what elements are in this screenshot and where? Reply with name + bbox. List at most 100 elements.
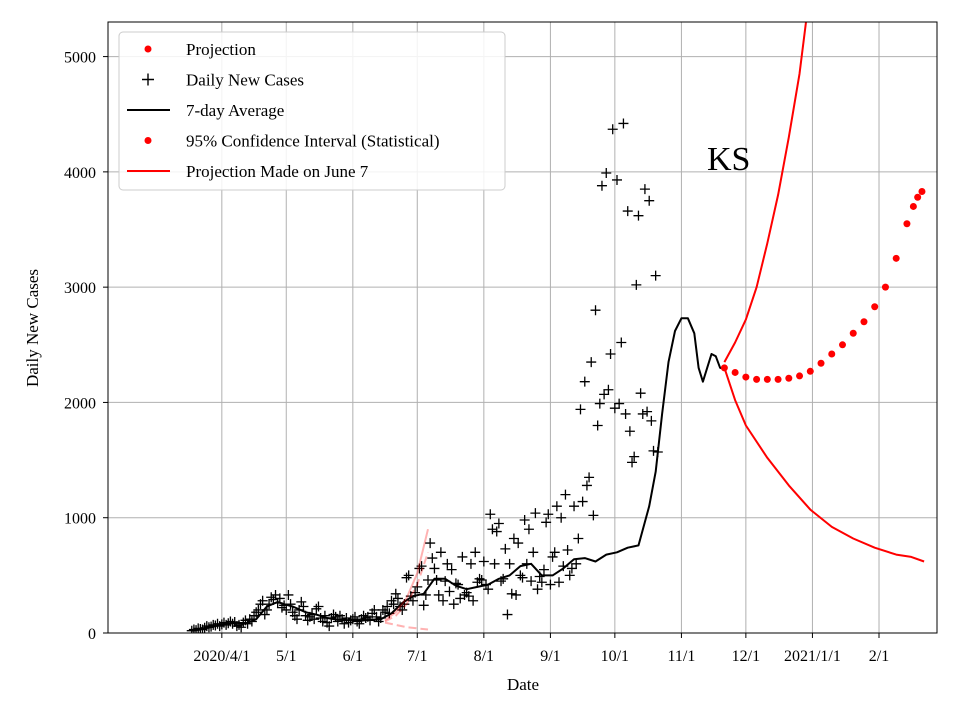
projection-point: [828, 350, 836, 358]
daily-new-cases-point: [414, 563, 425, 574]
daily-new-cases-point: [614, 398, 625, 409]
daily-new-cases-point: [579, 376, 590, 387]
daily-new-cases-point: [324, 621, 335, 632]
daily-new-cases-point: [549, 547, 560, 558]
daily-new-cases-point: [569, 501, 580, 512]
daily-new-cases-point: [234, 619, 245, 630]
y-axis-label: Daily New Cases: [23, 269, 42, 387]
daily-new-cases-point: [298, 601, 309, 612]
daily-new-cases-point: [631, 279, 642, 290]
y-tick-label: 2000: [64, 395, 96, 412]
x-tick-label: 9/1: [540, 648, 560, 665]
daily-new-cases-point: [616, 337, 627, 348]
projection-point: [742, 373, 750, 381]
daily-new-cases-point: [463, 591, 474, 602]
daily-new-cases-point: [554, 577, 565, 588]
daily-new-cases-point: [425, 538, 436, 549]
daily-new-cases-point: [504, 558, 515, 569]
daily-new-cases-point: [523, 524, 534, 535]
x-tick-label: 10/1: [601, 648, 629, 665]
daily-new-cases-point: [296, 596, 307, 607]
daily-new-cases-point: [622, 206, 633, 217]
daily-new-cases-point: [545, 579, 556, 590]
daily-new-cases-point: [489, 558, 500, 569]
projection-point: [881, 283, 889, 291]
daily-new-cases-point: [547, 551, 558, 562]
daily-new-cases-point: [560, 489, 571, 500]
daily-new-cases-point: [599, 389, 610, 400]
daily-new-cases-point: [369, 604, 380, 615]
daily-new-cases-point: [491, 526, 502, 537]
daily-new-cases-point: [253, 604, 264, 615]
daily-new-cases-point: [407, 595, 418, 606]
daily-new-cases-point: [309, 614, 320, 625]
daily-new-cases-point: [515, 570, 526, 581]
june-7-ci-upper-line: [384, 551, 429, 623]
daily-new-cases-point: [543, 509, 554, 520]
95-ci-lower-line: [723, 367, 925, 563]
projection-point: [860, 318, 868, 326]
95-ci-upper-line: [723, 22, 807, 363]
daily-new-cases-point: [607, 124, 618, 135]
plot-frame: [107, 21, 938, 634]
daily-new-cases-point: [403, 570, 414, 581]
daily-new-cases-point: [573, 533, 584, 544]
daily-new-cases-point: [536, 577, 547, 588]
projection-point: [914, 193, 922, 201]
x-axis-label: Date: [507, 675, 539, 694]
daily-new-cases-point: [448, 599, 459, 610]
legend-dot-marker: [144, 45, 152, 53]
daily-new-cases-point: [644, 195, 655, 206]
y-tick-label: 1000: [64, 511, 96, 528]
projection-point: [753, 375, 761, 383]
daily-new-cases-point: [465, 558, 476, 569]
daily-new-cases-point: [601, 168, 612, 179]
daily-new-cases-point: [438, 595, 449, 606]
projection-point: [871, 303, 879, 311]
daily-new-cases-point: [566, 563, 577, 574]
legend-label: Projection Made on June 7: [186, 162, 369, 181]
daily-new-cases-point: [435, 547, 446, 558]
legend: Projection Daily New Cases 7-day Average 95…: [118, 31, 506, 191]
daily-new-cases-point: [650, 270, 661, 281]
daily-new-cases-point: [590, 305, 601, 316]
daily-new-cases-point: [347, 614, 358, 625]
daily-new-cases-point: [633, 210, 644, 221]
daily-new-cases-point: [459, 589, 470, 600]
daily-new-cases-point: [283, 589, 294, 600]
daily-new-cases-point: [401, 572, 412, 583]
daily-new-cases-point: [629, 451, 640, 462]
daily-new-cases-point: [332, 616, 343, 627]
y-tick-label: 5000: [64, 50, 96, 67]
daily-new-cases-point: [328, 609, 339, 620]
projection-point: [839, 341, 847, 349]
legend-item: 95% Confidence Interval (Statistical): [144, 132, 440, 151]
legend-label: 7-day Average: [186, 101, 284, 120]
projection-point: [903, 220, 911, 228]
legend-label: Projection: [186, 40, 256, 59]
daily-new-cases-point: [502, 609, 513, 620]
legend-plus-marker: [142, 73, 154, 86]
projection-point: [763, 375, 771, 383]
daily-new-cases-point: [538, 564, 549, 575]
daily-new-cases-point: [468, 595, 479, 606]
daily-new-cases-point: [382, 601, 393, 612]
daily-new-cases-point: [311, 603, 322, 614]
daily-new-cases-point: [433, 589, 444, 600]
daily-new-cases-point: [412, 581, 423, 592]
june-7-ci-lower-line: [384, 621, 429, 631]
projection-point: [731, 368, 739, 376]
daily-new-cases-point: [476, 574, 487, 585]
daily-new-cases-point: [571, 558, 582, 569]
daily-new-cases-point: [442, 558, 453, 569]
projection-point: [774, 375, 782, 383]
daily-new-cases-point: [313, 601, 324, 612]
daily-new-cases-point: [581, 480, 592, 491]
daily-new-cases-point: [317, 616, 328, 627]
daily-new-cases-point: [390, 588, 401, 599]
daily-new-cases-point: [584, 472, 595, 483]
x-tick-label: 2/1: [869, 648, 889, 665]
x-tick-label: 5/1: [276, 648, 296, 665]
daily-new-cases-point: [388, 599, 399, 610]
